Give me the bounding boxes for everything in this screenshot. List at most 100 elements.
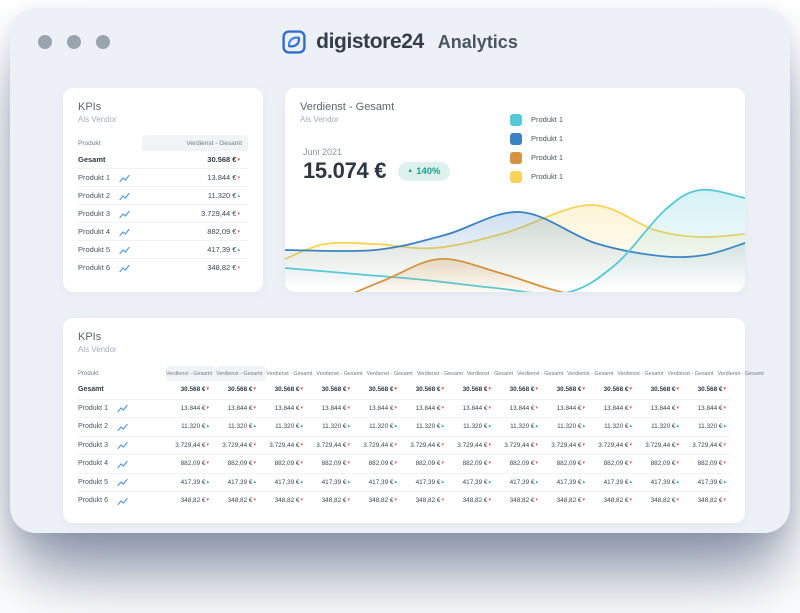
value-column-header: Verdienst - Gesamt (717, 371, 764, 377)
product-name: Gesamt (78, 386, 104, 394)
kpi-value: 30.568 €▾ (462, 386, 491, 394)
trend-indicator-down-icon: ▾ (441, 460, 444, 467)
trend-indicator-down-icon: ▾ (253, 404, 256, 411)
trend-indicator-down-icon: ▾ (676, 404, 679, 411)
trend-sparkline-icon[interactable] (119, 245, 130, 255)
product-column-header: Produkt (78, 371, 99, 377)
trend-sparkline-icon[interactable] (117, 459, 128, 469)
trend-indicator-up-icon: ▴ (300, 423, 303, 430)
product-name: Produkt 1 (78, 404, 108, 412)
kpi-value: 348,82 €▾ (509, 497, 538, 505)
kpi-value: 11.320 €▴ (322, 423, 350, 431)
trend-sparkline-icon[interactable] (119, 227, 130, 237)
trend-indicator-down-icon: ▾ (441, 386, 444, 393)
trend-indicator-down-icon: ▾ (206, 441, 209, 448)
trend-indicator-down-icon: ▾ (629, 386, 632, 393)
kpi-value: 3.729,44 €▾ (269, 441, 303, 449)
trend-indicator-down-icon: ▾ (237, 175, 240, 181)
legend-item[interactable]: Produkt 1 (510, 167, 563, 186)
trend-indicator-down-icon: ▾ (206, 497, 209, 504)
legend-item[interactable]: Produkt 1 (510, 148, 563, 167)
kpi-value: 3.729,44 €▾ (410, 441, 444, 449)
trend-indicator-down-icon: ▾ (206, 460, 209, 467)
legend-label: Produkt 1 (531, 134, 564, 143)
trend-indicator-down-icon: ▾ (488, 404, 491, 411)
kpi-value: 11.320 €▴ (416, 423, 444, 431)
change-value: 140% (416, 165, 441, 177)
trend-indicator-down-icon: ▾ (676, 441, 679, 448)
kpi-value: 3.729,44 €▾ (504, 441, 538, 449)
trend-sparkline-icon[interactable] (117, 440, 128, 450)
trend-sparkline-icon[interactable] (119, 173, 130, 183)
trend-indicator-down-icon: ▾ (535, 497, 538, 504)
legend-swatch-icon (510, 170, 522, 183)
trend-sparkline-icon[interactable] (117, 403, 128, 413)
trend-sparkline-icon[interactable] (117, 477, 128, 487)
legend-item[interactable]: Produkt 1 (510, 110, 563, 129)
kpi-value: 11.320 €▴ (510, 423, 538, 431)
kpi-value: 11.320 €▴ (181, 423, 209, 431)
trend-indicator-down-icon: ▾ (237, 157, 240, 163)
product-name: Produkt 5 (78, 245, 111, 254)
trend-indicator-down-icon: ▾ (206, 386, 209, 393)
value-column-header: Verdienst - Gesamt (667, 371, 714, 377)
kpi-value: 882,09 €▾ (227, 460, 256, 468)
legend-item[interactable]: Produkt 1 (510, 129, 563, 148)
trend-indicator-down-icon: ▾ (237, 211, 240, 217)
kpi-value: 30.568 €▾ (415, 386, 444, 394)
trend-indicator-up-icon: ▴ (676, 423, 679, 430)
kpi-value: 882,09 €▾ (650, 460, 679, 468)
kpi-value: 13.844 €▾ (227, 404, 256, 412)
window-control-dot[interactable] (38, 35, 52, 49)
trend-indicator-down-icon: ▾ (347, 386, 350, 393)
kpi-value: 882,09 €▾ (207, 227, 240, 236)
legend-label: Produkt 1 (531, 153, 564, 162)
revenue-chart (285, 185, 745, 292)
logo: digistore24 Analytics (10, 30, 790, 54)
app-window: digistore24 Analytics KPIs Als Vendor Pr… (10, 8, 790, 533)
trend-sparkline-icon[interactable] (117, 422, 128, 432)
kpi-value: 417,39 €▴ (321, 478, 350, 486)
kpi-value: 417,39 €▴ (509, 478, 538, 486)
product-name: Gesamt (78, 155, 106, 164)
kpi-value: 3.729,44 €▾ (201, 209, 240, 218)
product-name: Produkt 3 (78, 209, 111, 218)
trend-indicator-down-icon: ▾ (488, 460, 491, 467)
trend-indicator-down-icon: ▾ (394, 386, 397, 393)
kpi-value: 348,82 €▾ (321, 497, 350, 505)
trend-indicator-up-icon: ▴ (300, 478, 303, 485)
kpi-value: 882,09 €▾ (415, 460, 444, 468)
trend-indicator-down-icon: ▾ (723, 404, 726, 411)
kpi-card: KPIs Als Vendor Produkt Verdienst - Gesa… (63, 88, 263, 292)
value-column-header: Verdienst - Gesamt (366, 371, 413, 377)
kpi-value: 13.844 €▾ (180, 404, 209, 412)
trend-sparkline-icon[interactable] (119, 209, 130, 219)
window-control-dot[interactable] (67, 35, 81, 49)
product-name: Produkt 3 (78, 441, 108, 449)
table-row: Produkt 2 11.320 €▴ (78, 186, 248, 204)
product-name: Produkt 6 (78, 263, 111, 272)
trend-sparkline-icon[interactable] (119, 191, 130, 201)
trend-indicator-down-icon: ▾ (582, 441, 585, 448)
trend-indicator-down-icon: ▾ (582, 460, 585, 467)
kpi-wide-table: Produkt Verdienst - Gesamt Verdienst - Ges… (78, 366, 764, 510)
trend-indicator-down-icon: ▾ (237, 265, 240, 271)
trend-indicator-up-icon: ▴ (253, 423, 256, 430)
table-row: Produkt 4 882,09 €▾ (78, 222, 248, 240)
trend-indicator-up-icon: ▴ (394, 423, 397, 430)
kpi-value: 13.844 €▾ (274, 404, 303, 412)
value-column-header: Verdienst - Gesamt (142, 135, 248, 151)
table-row: Produkt 1 13.844 €▾ 13.844 €▾ 13.844 €▾ 13.8… (78, 398, 730, 418)
window-control-dot[interactable] (96, 35, 110, 49)
kpi-wide-card-subtitle: Als Vendor (78, 345, 117, 354)
kpi-wide-card: KPIs Als Vendor Produkt Verdienst - Gesam… (63, 318, 764, 523)
kpi-value: 417,39 €▴ (462, 478, 491, 486)
kpi-value: 30.568 €▾ (180, 386, 209, 394)
trend-indicator-up-icon: ▴ (676, 478, 679, 485)
kpi-value: 11.320 €▴ (207, 191, 240, 200)
trend-indicator-up-icon: ▴ (535, 478, 538, 485)
trend-indicator-down-icon: ▾ (629, 497, 632, 504)
trend-sparkline-icon[interactable] (119, 263, 130, 273)
kpi-value: 3.729,44 €▾ (363, 441, 397, 449)
trend-sparkline-icon[interactable] (117, 496, 128, 506)
